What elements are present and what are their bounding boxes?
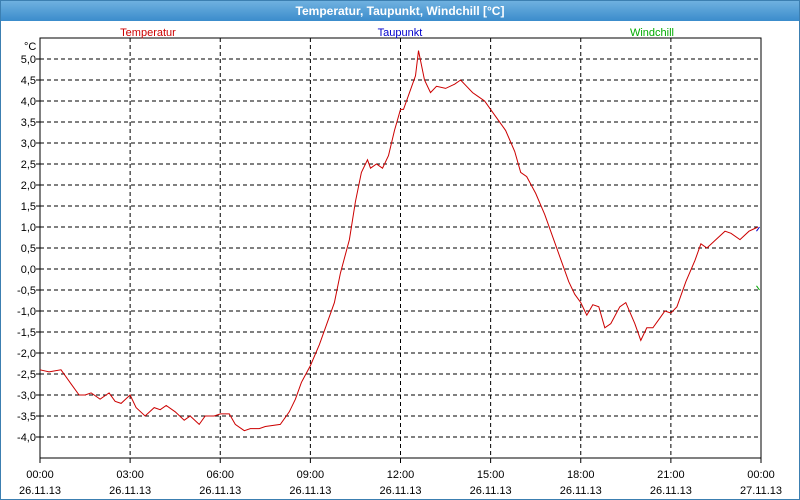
x-tick-time: 21:00 (657, 469, 685, 481)
y-tick-label: -3,5 (17, 411, 36, 423)
x-tick-date: 26.11.13 (379, 485, 421, 497)
y-tick-label: 3,5 (21, 117, 36, 129)
x-tick-date: 26.11.13 (199, 485, 241, 497)
series-line-windchill (756, 285, 760, 291)
unit-label: °C (24, 41, 36, 53)
y-axis-ticks: 5,0 4,5 4,0 3,5 3,0 2,5 2,0 1,5 1,0 0,5 0,0 -0,5 -1,… (17, 54, 40, 444)
y-tick-label: 2,0 (21, 180, 36, 192)
y-tick-label: -3,0 (17, 390, 36, 402)
y-tick-label: 1,0 (21, 222, 36, 234)
y-tick-label: 4,0 (21, 96, 36, 108)
x-tick-date: 26.11.13 (109, 485, 151, 497)
y-tick-label: -2,5 (17, 369, 36, 381)
x-tick-date: 26.11.13 (560, 485, 602, 497)
x-tick-time: 09:00 (297, 469, 325, 481)
x-tick-time: 15:00 (477, 469, 505, 481)
window-title: Temperatur, Taupunkt, Windchill [°C] (1, 1, 799, 21)
y-tick-label: 0,5 (21, 243, 36, 255)
y-tick-label: 3,0 (21, 138, 36, 150)
x-axis-ticks: 00:00 26.11.13 03:00 26.11.13 06:00 26.11.13 0… (19, 458, 782, 497)
x-tick-date: 26.11.13 (19, 485, 61, 497)
y-tick-label: -2,0 (17, 348, 36, 360)
x-tick-date: 26.11.13 (470, 485, 512, 497)
legend-temperatur: Temperatur (120, 27, 176, 39)
x-tick-time: 03:00 (116, 469, 144, 481)
series-lines (39, 50, 760, 432)
y-tick-label: -1,5 (17, 327, 36, 339)
legend-windchill: Windchill (630, 27, 674, 39)
y-tick-label: 4,5 (21, 75, 36, 87)
x-tick-time: 00:00 (747, 469, 775, 481)
y-tick-label: -0,5 (17, 285, 36, 297)
y-tick-label: 0,0 (21, 264, 36, 276)
y-tick-label: -1,0 (17, 306, 36, 318)
grid-lines (40, 38, 761, 458)
x-tick-date: 26.11.13 (289, 485, 331, 497)
series-line-temperatur (39, 50, 759, 432)
x-tick-time: 06:00 (206, 469, 234, 481)
y-tick-label: 2,5 (21, 159, 36, 171)
y-tick-label: -4,0 (17, 432, 36, 444)
y-tick-label: 5,0 (21, 54, 36, 66)
x-tick-time: 18:00 (567, 469, 595, 481)
y-tick-label: 1,5 (21, 201, 36, 213)
x-tick-date: 27.11.13 (740, 485, 782, 497)
legend-taupunkt: Taupunkt (378, 27, 423, 39)
series-line-taupunkt (756, 226, 760, 232)
x-tick-time: 12:00 (387, 469, 415, 481)
x-tick-time: 00:00 (26, 469, 54, 481)
x-tick-date: 26.11.13 (650, 485, 692, 497)
